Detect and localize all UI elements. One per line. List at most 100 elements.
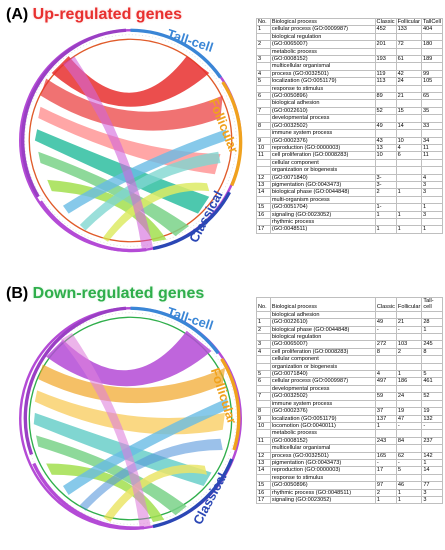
table-cell: (GO:0032502) bbox=[269, 121, 376, 131]
table-cell: 2 bbox=[374, 188, 397, 197]
table-cell: 15 bbox=[256, 481, 271, 490]
table-cell: 15 bbox=[256, 203, 271, 212]
table-cell: 28 bbox=[421, 318, 443, 327]
table-cell: 165 bbox=[374, 451, 397, 460]
table-cell bbox=[256, 217, 271, 227]
table-cell: 4 bbox=[374, 370, 397, 379]
table-cell bbox=[374, 84, 397, 94]
table-cell: process (GO:0032501) bbox=[269, 69, 376, 79]
table-cell bbox=[395, 384, 423, 394]
table-row: rhythmic process bbox=[256, 217, 444, 227]
table-cell bbox=[395, 473, 423, 483]
table-cell bbox=[374, 129, 397, 138]
table-row: response to stimulus bbox=[256, 473, 443, 483]
table-cell bbox=[256, 158, 271, 168]
table-row: 10 reproduction (GO:0000003) 13 4 11 bbox=[256, 143, 444, 153]
table-row: 15 (GO:0051704) 1- 1 bbox=[256, 203, 444, 212]
panel-a-heading: Up-regulated genes bbox=[32, 6, 183, 23]
table-cell: 47 bbox=[395, 414, 423, 423]
table-row: 7 (GO:0032502) 59 24 52 bbox=[256, 392, 443, 401]
table-cell bbox=[374, 217, 397, 227]
table-cell: cell proliferation (GO:0008283) bbox=[269, 151, 376, 160]
table-cell: pigmentation (GO:0043473) bbox=[269, 180, 376, 190]
table-cell: 59 bbox=[374, 392, 397, 401]
table-cell: 72 bbox=[395, 40, 422, 49]
table-row: developmental process bbox=[256, 384, 443, 394]
table-cell bbox=[420, 195, 444, 205]
table-cell: localization (GO:0051179) bbox=[269, 77, 376, 86]
table-cell: 142 bbox=[421, 451, 443, 460]
table-cell: 4 bbox=[256, 347, 271, 357]
panel-b-chord-diagram bbox=[19, 306, 242, 530]
table-cell: 4 bbox=[395, 143, 422, 153]
table-cell: 12 bbox=[256, 173, 271, 182]
table-cell bbox=[256, 129, 271, 138]
table-cell bbox=[395, 217, 422, 227]
table-row: organization or biogenesis bbox=[256, 362, 443, 372]
table-cell: 77 bbox=[421, 481, 443, 490]
table-cell bbox=[395, 173, 422, 182]
table-header-cell: Follicular bbox=[395, 297, 423, 312]
table-cell: 97 bbox=[374, 481, 397, 490]
table-cell bbox=[374, 310, 397, 320]
table-cell: biological adhesion bbox=[269, 310, 376, 320]
table-cell: 3 bbox=[421, 488, 443, 497]
table-cell: (GO:0008152) bbox=[269, 436, 376, 446]
table-cell bbox=[374, 429, 397, 438]
table-cell: (GO:0065007) bbox=[269, 40, 376, 49]
table-cell bbox=[256, 84, 271, 94]
table-cell: 461 bbox=[421, 377, 443, 386]
table-cell: 17 bbox=[256, 495, 271, 505]
table-cell: 10 bbox=[395, 136, 422, 145]
table-row: 1 cellular process (GO:0009987) 452 133 404 bbox=[256, 25, 444, 34]
table-cell: 9 bbox=[256, 414, 271, 423]
table-cell: 15 bbox=[395, 106, 422, 116]
table-cell: (GO:0002376) bbox=[269, 407, 376, 416]
table-cell bbox=[374, 333, 397, 342]
table-cell: cellular component bbox=[269, 158, 376, 168]
table-row: biological adhesion bbox=[256, 310, 443, 320]
table-row: cellular component bbox=[256, 355, 443, 364]
table-cell bbox=[374, 384, 397, 394]
table-row: 3 (GO:0008152) 193 61 189 bbox=[256, 55, 444, 64]
table-cell: (GO:0002376) bbox=[269, 136, 376, 145]
table-cell: 14 bbox=[256, 188, 271, 197]
table-cell: 3 bbox=[420, 188, 444, 197]
table-cell: 245 bbox=[421, 340, 443, 349]
table-header-cell: TallCell bbox=[420, 17, 444, 27]
table-cell: developmental process bbox=[269, 384, 376, 394]
table-cell: 11 bbox=[256, 151, 271, 160]
table-cell: multicellular organismal bbox=[269, 444, 376, 453]
table-cell: 43 bbox=[374, 136, 397, 145]
table-cell: 49 bbox=[374, 318, 397, 327]
table-row: 1 (GO:0022610) 49 21 28 bbox=[256, 318, 443, 327]
table-cell bbox=[256, 399, 271, 409]
table-cell bbox=[421, 333, 443, 342]
table-cell bbox=[395, 362, 423, 372]
table-cell bbox=[421, 384, 443, 394]
table-cell: 12 bbox=[256, 451, 271, 460]
table-cell: - bbox=[421, 421, 443, 431]
panel-a-ribbons bbox=[34, 56, 227, 249]
table-cell bbox=[374, 47, 397, 57]
table-cell: (GO:0032502) bbox=[269, 392, 376, 401]
table-cell: signaling (GO:0023052) bbox=[269, 495, 376, 505]
table-cell: cellular process (GO:0009987) bbox=[269, 25, 376, 34]
table-cell bbox=[374, 62, 397, 71]
table-cell: 243 bbox=[374, 436, 397, 446]
table-cell: 14 bbox=[395, 121, 422, 131]
table-cell: 1- bbox=[374, 203, 397, 212]
table-cell: - bbox=[395, 325, 423, 335]
table-cell bbox=[420, 166, 444, 175]
table-cell: 8 bbox=[256, 121, 271, 131]
table-cell: 1 bbox=[421, 458, 443, 468]
table-row: biological regulation bbox=[256, 333, 443, 342]
table-cell: 1 bbox=[421, 325, 443, 335]
table-cell: 10 bbox=[256, 143, 271, 153]
panel-a-table: No. Biological process Classic Follicular Ta… bbox=[256, 17, 444, 234]
table-cell bbox=[420, 129, 444, 138]
table-row: 16 rhythmic process (GO:0048511) 2 1 3 bbox=[256, 488, 443, 497]
table-row: 16 signaling (GO:0023052) 1 1 3 bbox=[256, 210, 444, 219]
table-row: 8 (GO:0032502) 49 14 33 bbox=[256, 121, 444, 131]
table-cell bbox=[395, 62, 422, 71]
